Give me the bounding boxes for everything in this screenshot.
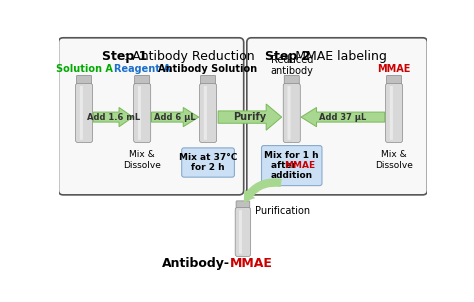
FancyBboxPatch shape bbox=[58, 38, 244, 195]
FancyBboxPatch shape bbox=[386, 76, 401, 85]
Text: Mix at 37°C
for 2 h: Mix at 37°C for 2 h bbox=[179, 153, 237, 172]
FancyBboxPatch shape bbox=[239, 210, 242, 254]
FancyBboxPatch shape bbox=[138, 86, 141, 140]
Text: Reduced
antibody: Reduced antibody bbox=[270, 55, 313, 76]
FancyBboxPatch shape bbox=[262, 146, 322, 186]
Polygon shape bbox=[152, 108, 199, 127]
FancyBboxPatch shape bbox=[76, 76, 91, 85]
FancyBboxPatch shape bbox=[390, 86, 393, 140]
FancyBboxPatch shape bbox=[201, 76, 216, 85]
Text: Add 37 μL: Add 37 μL bbox=[319, 113, 366, 122]
Text: Solution A: Solution A bbox=[55, 64, 112, 74]
FancyArrowPatch shape bbox=[244, 178, 282, 203]
Text: Mix &
Dissolve: Mix & Dissolve bbox=[375, 150, 413, 170]
FancyBboxPatch shape bbox=[75, 83, 92, 143]
Text: Purify: Purify bbox=[233, 112, 266, 122]
Polygon shape bbox=[301, 108, 385, 127]
FancyBboxPatch shape bbox=[80, 86, 83, 140]
FancyBboxPatch shape bbox=[182, 148, 235, 177]
Polygon shape bbox=[218, 104, 282, 130]
Text: MMAE: MMAE bbox=[284, 161, 315, 170]
Text: Step 1: Step 1 bbox=[102, 50, 147, 63]
Text: : Antibody Reduction: : Antibody Reduction bbox=[124, 50, 254, 63]
Text: Mix for 1 h: Mix for 1 h bbox=[264, 151, 319, 160]
FancyBboxPatch shape bbox=[200, 83, 217, 143]
FancyBboxPatch shape bbox=[284, 76, 299, 85]
Text: Add 1.6 mL: Add 1.6 mL bbox=[87, 113, 140, 122]
FancyBboxPatch shape bbox=[134, 83, 151, 143]
Text: MMAE: MMAE bbox=[377, 64, 411, 74]
Text: Purification: Purification bbox=[255, 206, 310, 216]
Text: Reagent A: Reagent A bbox=[114, 64, 171, 74]
FancyBboxPatch shape bbox=[288, 86, 291, 140]
Text: after: after bbox=[271, 161, 299, 170]
FancyBboxPatch shape bbox=[235, 207, 251, 256]
FancyBboxPatch shape bbox=[236, 201, 250, 209]
Text: Add 6 μL: Add 6 μL bbox=[155, 113, 196, 122]
FancyBboxPatch shape bbox=[204, 86, 207, 140]
Text: Mix &
Dissolve: Mix & Dissolve bbox=[123, 150, 161, 170]
Text: addition: addition bbox=[271, 171, 313, 180]
FancyBboxPatch shape bbox=[385, 83, 402, 143]
Polygon shape bbox=[93, 108, 133, 127]
FancyBboxPatch shape bbox=[247, 38, 428, 195]
FancyBboxPatch shape bbox=[283, 83, 300, 143]
FancyBboxPatch shape bbox=[135, 76, 150, 85]
Text: Step 2: Step 2 bbox=[265, 50, 311, 63]
Text: Antibody-: Antibody- bbox=[162, 257, 230, 270]
Text: : MMAE labeling: : MMAE labeling bbox=[287, 50, 387, 63]
Text: MMAE: MMAE bbox=[230, 257, 273, 270]
Text: Antibody Solution: Antibody Solution bbox=[158, 64, 257, 74]
